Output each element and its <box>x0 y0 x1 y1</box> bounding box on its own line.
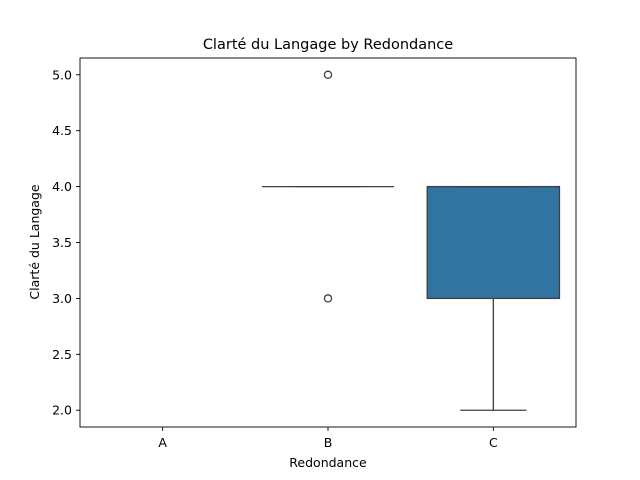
y-tick-label: 2.0 <box>52 403 72 418</box>
y-tick-label: 4.5 <box>52 123 72 138</box>
box-C <box>426 185 561 300</box>
y-tick-label: 2.5 <box>52 347 72 362</box>
y-tick-label: 3.5 <box>52 235 72 250</box>
outlier-point <box>323 70 333 80</box>
y-axis-label: Clarté du Langage <box>27 184 42 299</box>
plot-frame <box>79 57 577 428</box>
x-tick-label: B <box>324 435 333 450</box>
outlier-point <box>323 294 333 303</box>
y-tick-label: 5.0 <box>52 67 72 82</box>
y-tick-label: 3.0 <box>52 291 72 306</box>
chart-title: Clarté du Langage by Redondance <box>203 37 453 53</box>
x-tick-label: C <box>489 435 498 450</box>
y-tick-label: 4.0 <box>52 179 72 194</box>
x-tick-label: A <box>158 435 167 450</box>
x-axis-label: Redondance <box>289 455 367 470</box>
